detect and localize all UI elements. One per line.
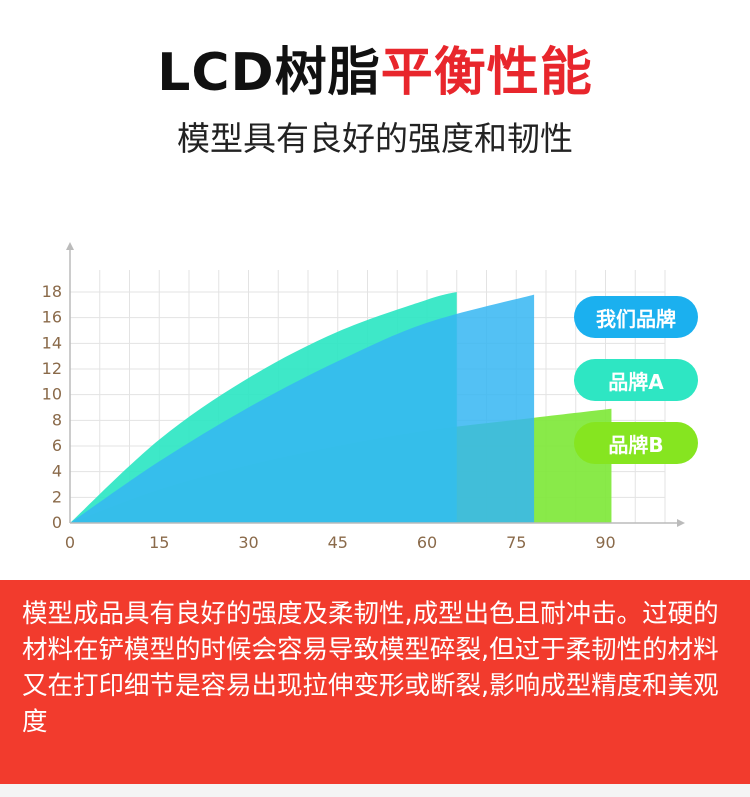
x-tick-label: 90	[595, 533, 615, 552]
page-subtitle: 模型具有良好的强度和韧性	[177, 119, 573, 158]
chart-axes: 0 15 30 45 60 75 90 0 2 4 6 8 10 12 14 16 18	[42, 242, 685, 552]
page-title: LCD树脂平衡性能	[0, 30, 750, 105]
x-tick-label: 60	[417, 533, 437, 552]
y-tick-label: 6	[52, 436, 62, 455]
x-tick-label: 0	[65, 533, 75, 552]
y-tick-label: 2	[52, 487, 62, 506]
x-tick-label: 15	[149, 533, 169, 552]
legend-item: 品牌B	[574, 422, 698, 464]
y-tick-label: 18	[42, 282, 62, 301]
performance-chart: 0 15 30 45 60 75 90 0 2 4 6 8 10 12 14 16 18	[42, 242, 685, 552]
x-tick-label: 45	[328, 533, 348, 552]
title-part-dark: LCD树脂	[157, 43, 381, 103]
series-area-1	[70, 294, 535, 523]
y-axis-arrow	[66, 242, 74, 250]
legend-item: 我们品牌	[574, 296, 698, 338]
description-text: 模型成品具有良好的强度及柔韧性,成型出色且耐冲击。过硬的材料在铲模型的时候会容易…	[22, 599, 719, 737]
x-tick-label: 30	[238, 533, 258, 552]
chart-series	[70, 292, 612, 523]
y-tick-label: 16	[42, 308, 62, 327]
y-tick-label: 8	[52, 410, 62, 429]
y-tick-label: 12	[42, 359, 62, 378]
y-tick-label: 4	[52, 462, 62, 481]
title-part-accent: 平衡性能	[380, 43, 593, 103]
legend-item: 品牌A	[574, 359, 698, 401]
bottom-strip	[0, 784, 750, 797]
description-panel: 模型成品具有良好的强度及柔韧性,成型出色且耐冲击。过硬的材料在铲模型的时候会容易…	[0, 580, 750, 784]
x-tick-label: 75	[506, 533, 526, 552]
y-tick-label: 10	[42, 385, 62, 404]
x-axis-arrow	[677, 519, 685, 527]
y-tick-label: 14	[42, 333, 62, 352]
y-tick-label: 0	[52, 513, 62, 532]
